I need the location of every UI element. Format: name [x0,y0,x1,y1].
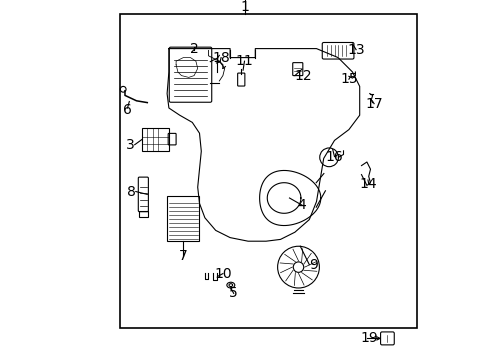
Text: 13: 13 [346,43,364,57]
Text: 6: 6 [123,103,132,117]
Text: 14: 14 [359,177,377,190]
Text: 15: 15 [339,72,357,86]
Bar [120,14,416,328]
Text: 9: 9 [309,258,318,271]
Text: 8: 8 [127,185,136,198]
Text: 4: 4 [297,198,306,212]
Text: 17: 17 [365,97,382,111]
Bar [139,211,148,217]
Text: 11: 11 [235,54,253,68]
Text: 10: 10 [214,267,231,280]
Text: 16: 16 [325,150,343,163]
Bar [142,128,168,151]
Text: 7: 7 [179,249,187,262]
Text: 5: 5 [229,287,238,300]
Text: 1: 1 [240,0,249,14]
Text: 3: 3 [126,138,134,152]
Bar [167,196,199,241]
Text: 18: 18 [212,51,229,64]
Text: 2: 2 [189,42,198,55]
Text: 12: 12 [294,69,312,82]
Text: 19: 19 [360,332,378,345]
